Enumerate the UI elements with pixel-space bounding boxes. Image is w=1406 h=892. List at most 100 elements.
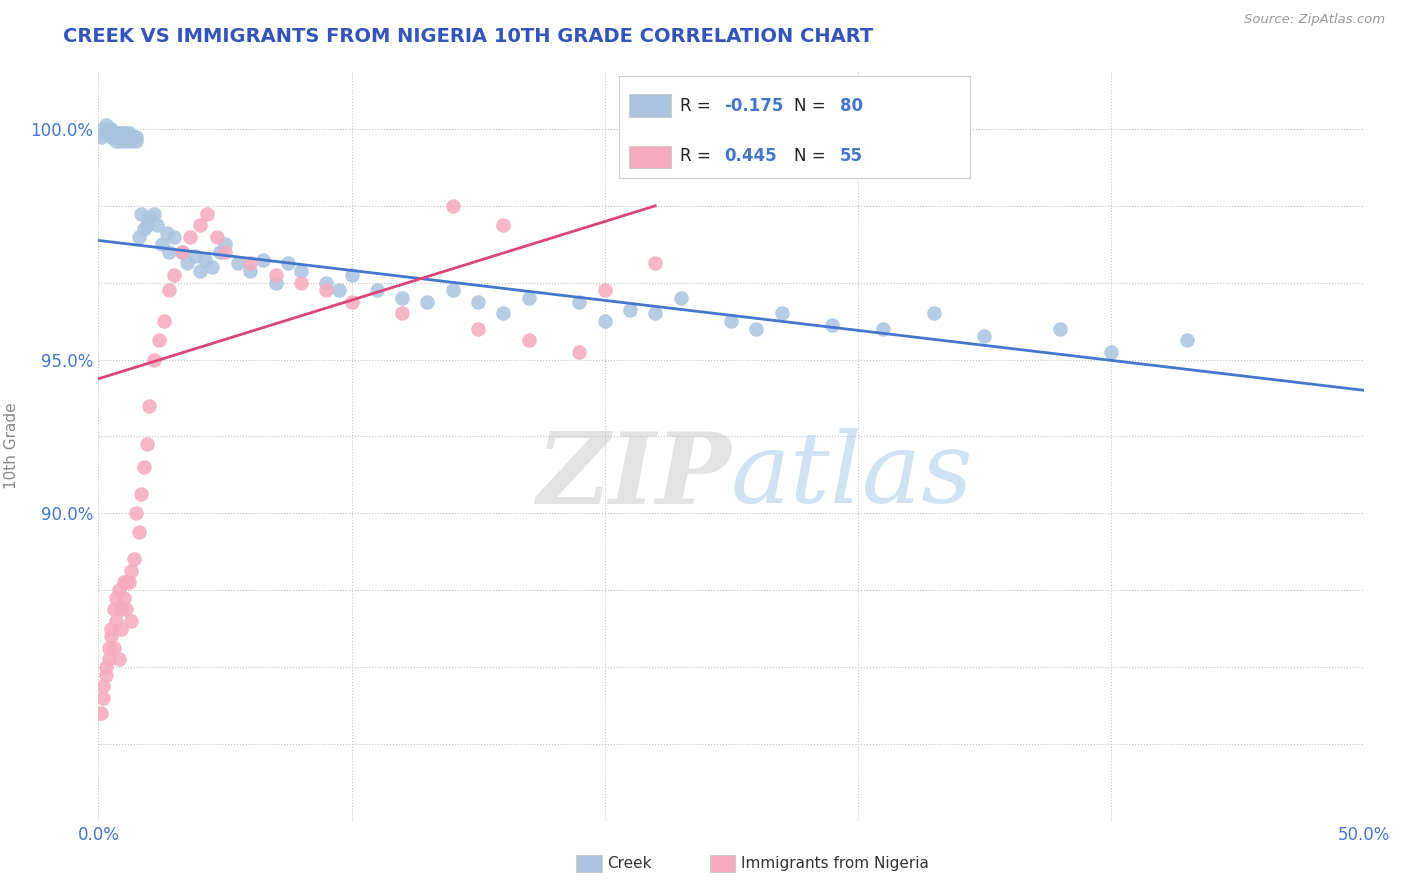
Point: [568, 344, 591, 359]
Point: [112, 129, 135, 144]
Point: [118, 126, 141, 140]
Point: [115, 134, 138, 148]
Point: [328, 284, 350, 298]
Point: [97, 640, 120, 655]
Point: [105, 129, 128, 144]
Text: Source: ZipAtlas.com: Source: ZipAtlas.com: [1244, 13, 1385, 27]
Point: [208, 244, 231, 259]
Point: [277, 256, 299, 270]
Point: [135, 437, 157, 451]
Point: [100, 629, 122, 643]
Point: [107, 129, 129, 144]
Point: [252, 252, 274, 267]
Point: [264, 276, 287, 290]
Text: N =: N =: [794, 147, 831, 165]
Point: [120, 129, 142, 144]
Point: [163, 229, 186, 244]
Point: [112, 575, 135, 590]
Point: [112, 591, 135, 605]
Point: [593, 314, 616, 328]
Point: [467, 294, 489, 309]
Point: [264, 268, 287, 282]
Point: [1099, 344, 1122, 359]
Point: [315, 284, 337, 298]
Point: [770, 306, 793, 320]
Point: [340, 294, 363, 309]
Point: [157, 284, 180, 298]
Point: [644, 306, 666, 320]
Point: [107, 583, 129, 598]
Point: [107, 652, 129, 666]
Point: [214, 244, 236, 259]
Text: R =: R =: [681, 147, 716, 165]
Point: [93, 122, 115, 136]
Text: ZIP: ZIP: [536, 428, 731, 524]
Point: [94, 118, 117, 132]
Point: [125, 129, 148, 144]
Point: [120, 614, 142, 628]
Point: [97, 652, 120, 666]
Point: [110, 126, 132, 140]
Point: [441, 284, 464, 298]
Text: atlas: atlas: [731, 428, 974, 524]
Point: [143, 206, 166, 220]
Point: [97, 126, 120, 140]
Point: [593, 284, 616, 298]
Point: [103, 602, 125, 616]
Point: [170, 244, 193, 259]
Point: [922, 306, 945, 320]
Point: [148, 334, 170, 348]
Text: Creek: Creek: [607, 856, 652, 871]
Point: [90, 706, 112, 720]
Point: [115, 602, 138, 616]
Point: [644, 256, 666, 270]
Point: [135, 218, 157, 232]
Point: [125, 506, 148, 520]
Point: [226, 256, 249, 270]
Point: [973, 329, 995, 343]
Point: [125, 134, 148, 148]
Point: [1175, 334, 1198, 348]
Point: [103, 129, 125, 144]
Point: [619, 302, 641, 317]
Point: [120, 134, 142, 148]
Point: [239, 264, 262, 278]
Point: [195, 206, 218, 220]
Point: [872, 322, 894, 336]
Point: [94, 660, 117, 674]
Point: [118, 129, 141, 144]
Point: [97, 122, 120, 136]
Point: [100, 122, 122, 136]
Point: [153, 314, 176, 328]
Point: [720, 314, 742, 328]
Point: [103, 640, 125, 655]
Point: [290, 276, 312, 290]
Point: [145, 218, 167, 232]
Point: [391, 306, 413, 320]
Point: [100, 129, 122, 144]
Text: N =: N =: [794, 96, 831, 114]
Text: 55: 55: [839, 147, 863, 165]
Point: [517, 291, 540, 305]
Point: [110, 129, 132, 144]
Point: [110, 602, 132, 616]
Point: [93, 679, 115, 693]
Point: [143, 352, 166, 367]
Point: [132, 460, 155, 475]
Point: [416, 294, 439, 309]
Text: 80: 80: [839, 96, 863, 114]
Point: [179, 229, 201, 244]
Point: [170, 244, 193, 259]
Point: [138, 211, 160, 225]
Point: [239, 256, 262, 270]
Point: [201, 260, 224, 275]
Y-axis label: 10th Grade: 10th Grade: [4, 402, 20, 490]
Point: [131, 206, 153, 220]
Bar: [630, 95, 671, 117]
Point: [128, 525, 150, 540]
Point: [115, 575, 138, 590]
Point: [467, 322, 489, 336]
Point: [163, 268, 186, 282]
Point: [150, 237, 173, 252]
Point: [176, 256, 198, 270]
